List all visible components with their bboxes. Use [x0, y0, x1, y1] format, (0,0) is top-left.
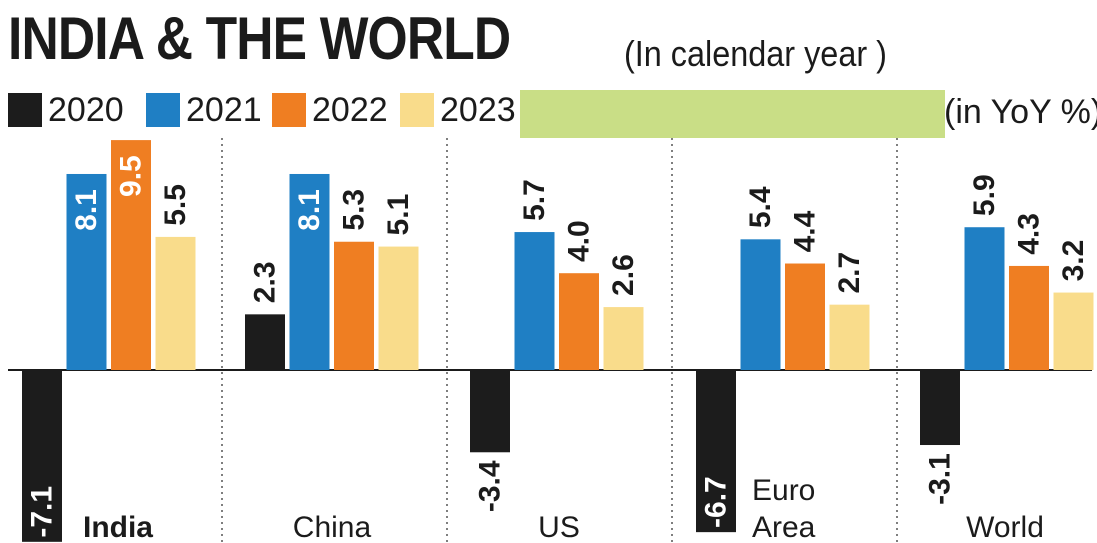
- value-label-2022-world: 4.3: [1013, 213, 1046, 255]
- bar-2022-world: [1009, 265, 1049, 370]
- bar-2022-india: [111, 140, 151, 370]
- value-label-2023-euro-area: 2.7: [833, 252, 866, 294]
- value-label-2022-euro-area: 4.4: [789, 210, 822, 252]
- legend-swatch-2021: [146, 93, 180, 127]
- legend-item-2022: 2022: [272, 90, 388, 130]
- value-label-2023-india: 5.5: [159, 184, 192, 226]
- page-subtitle: (In calendar year ): [624, 33, 887, 74]
- highlight-band: [520, 90, 945, 138]
- value-label-2022-china: 5.3: [338, 189, 371, 231]
- bar-2021-china: [289, 173, 330, 370]
- value-label-2022-us: 4.0: [563, 220, 596, 262]
- bar-2021-euro-area: [740, 239, 781, 370]
- legend-item-2020: 2020: [8, 90, 124, 130]
- value-label-2023-china: 5.1: [382, 194, 415, 236]
- bar-2023-china: [378, 246, 419, 370]
- bar-2020-world: [920, 370, 960, 446]
- value-label-2021-china: 8.1: [293, 189, 326, 231]
- legend-label-2021: 2021: [186, 90, 262, 129]
- bar-2023-euro-area: [829, 304, 870, 370]
- bar-2022-euro-area: [785, 263, 825, 370]
- value-label-2021-euro-area: 5.4: [744, 186, 777, 228]
- legend-swatch-2020: [8, 93, 42, 127]
- category-label-euro-area-line-1: Euro: [752, 474, 815, 507]
- bar-2020-us: [470, 370, 510, 453]
- legend-label-2023: 2023: [440, 90, 516, 129]
- bar-2023-us: [603, 307, 644, 370]
- value-label-2020-china: 2.3: [249, 261, 282, 303]
- value-label-2021-india: 8.1: [70, 189, 103, 231]
- category-label-india: India: [83, 511, 153, 543]
- bar-2021-india: [66, 173, 107, 370]
- legend-swatch-2022: [272, 93, 306, 127]
- bar-2022-china: [334, 241, 374, 370]
- value-label-2023-world: 3.2: [1057, 240, 1090, 282]
- legend-swatch-2023: [400, 93, 434, 127]
- value-label-2023-us: 2.6: [607, 254, 640, 296]
- bar-2023-india: [155, 236, 196, 370]
- category-label-us: US: [538, 511, 580, 543]
- bar-2022-us: [559, 273, 599, 370]
- legend-item-2023: 2023: [400, 90, 516, 130]
- legend-label-2020: 2020: [48, 90, 124, 129]
- value-label-2020-euro-area: -6.7: [700, 476, 733, 528]
- bar-2023-world: [1053, 292, 1094, 370]
- value-label-2022-india: 9.5: [115, 155, 148, 197]
- value-label-2020-india: -7.1: [26, 486, 59, 538]
- bar-2020-india: [22, 370, 62, 542]
- value-label-2020-world: -3.1: [924, 453, 957, 505]
- bar-2020-china: [245, 314, 285, 370]
- value-label-2020-us: -3.4: [474, 460, 507, 512]
- category-label-china: China: [293, 511, 372, 543]
- legend-label-2022: 2022: [312, 90, 388, 129]
- page-title: INDIA & THE WORLD: [8, 5, 511, 72]
- bar-2020-euro-area: [696, 370, 736, 533]
- legend-item-2021: 2021: [146, 90, 262, 130]
- value-label-2021-us: 5.7: [518, 179, 551, 221]
- units-label: (in YoY %): [944, 93, 1097, 131]
- value-label-2021-world: 5.9: [968, 174, 1001, 216]
- bar-2021-us: [514, 232, 555, 370]
- category-label-euro-area-line-2: Area: [752, 511, 816, 543]
- bar-2021-world: [964, 227, 1005, 370]
- category-label-world: World: [966, 511, 1044, 543]
